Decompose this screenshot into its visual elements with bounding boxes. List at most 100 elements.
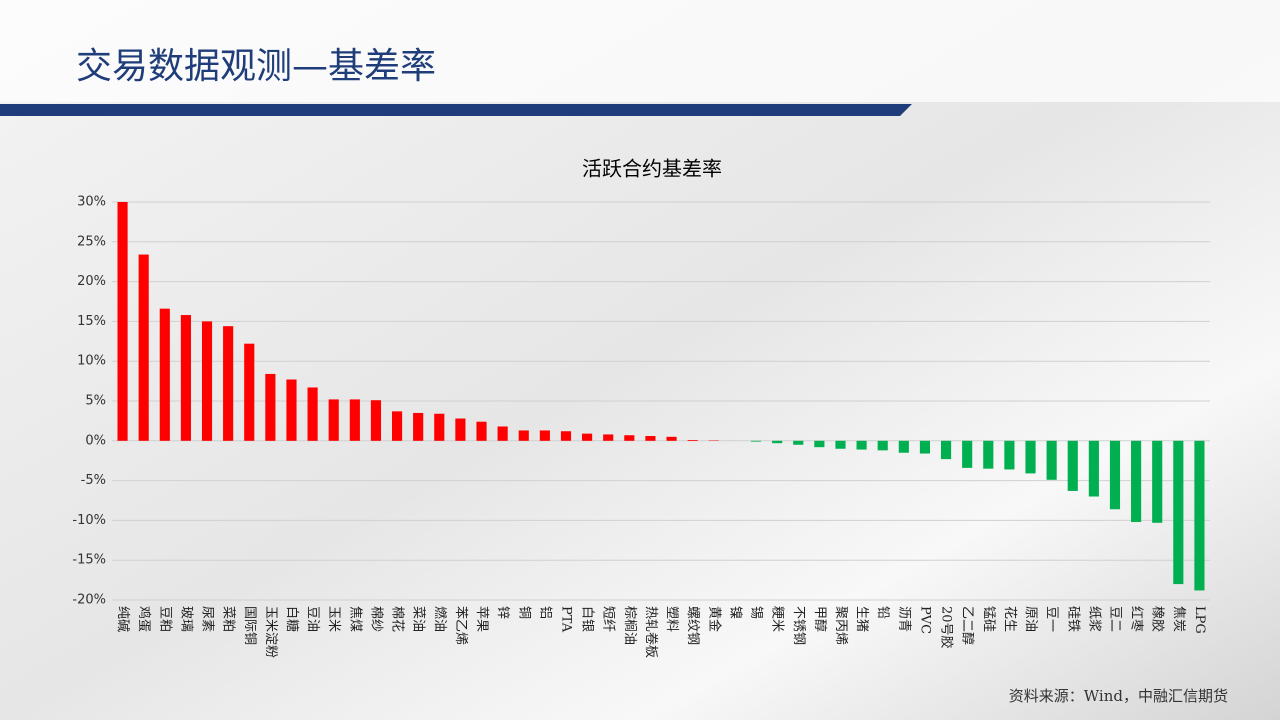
y-tick-label: 20% — [77, 274, 106, 289]
x-tick-label: 鸡蛋 — [136, 606, 152, 632]
bar — [983, 441, 993, 469]
x-tick-label: 红枣 — [1129, 606, 1145, 632]
bar — [1173, 441, 1183, 584]
x-tick-label: 豆粕 — [157, 606, 172, 632]
bar — [476, 422, 486, 441]
bar — [392, 411, 402, 440]
bar — [857, 441, 867, 450]
x-tick-label: 短纤 — [601, 606, 616, 632]
bar — [814, 441, 824, 447]
x-tick-label: 硅铁 — [1065, 606, 1080, 632]
bar — [1131, 441, 1141, 522]
x-tick-label: 纸浆 — [1086, 606, 1101, 632]
bar — [920, 441, 930, 454]
bar — [434, 414, 444, 441]
bar — [1152, 441, 1162, 523]
bar — [582, 434, 592, 441]
y-tick-label: -5% — [81, 473, 106, 488]
x-tick-label: 橡胶 — [1150, 606, 1166, 632]
bar — [751, 441, 761, 442]
bar — [1025, 441, 1035, 474]
y-tick-label: -10% — [72, 513, 106, 528]
bar — [286, 380, 296, 441]
y-tick-label: 10% — [77, 354, 106, 369]
y-tick-label: 15% — [77, 314, 106, 329]
x-tick-label: 棉纱 — [368, 606, 383, 632]
bar — [413, 413, 423, 441]
x-tick-label: 热轧卷板 — [643, 606, 659, 658]
bar — [962, 441, 972, 468]
bar — [540, 430, 550, 440]
x-tick-label: 焦炭 — [1171, 606, 1186, 632]
bar — [223, 326, 233, 441]
x-tick-label: 纯碱 — [115, 606, 130, 632]
x-tick-label: PVC — [917, 606, 932, 634]
x-tick-label: 白银 — [580, 606, 596, 632]
bar — [1089, 441, 1099, 497]
x-tick-label: LPG — [1192, 606, 1207, 634]
x-tick-label: 锌 — [495, 606, 510, 619]
bar — [645, 436, 655, 441]
bar — [1110, 441, 1120, 509]
x-tick-label: 焦煤 — [347, 606, 362, 632]
x-tick-label: 铝 — [537, 606, 552, 619]
x-tick-label: 苯乙烯 — [453, 606, 468, 645]
x-tick-label: 玻璃 — [178, 606, 193, 632]
bar — [624, 435, 634, 441]
bar — [793, 441, 803, 445]
bar — [666, 437, 676, 441]
x-tick-label: 玉米淀粉 — [263, 606, 278, 658]
x-tick-label: 沥青 — [896, 606, 911, 632]
x-tick-label: 豆一 — [1044, 606, 1059, 632]
bar — [603, 434, 613, 440]
x-tick-label: 锡 — [749, 606, 764, 619]
x-tick-label: 镍 — [727, 606, 742, 619]
x-tick-label: 尿素 — [200, 606, 215, 632]
x-tick-label: 锰硅 — [981, 606, 996, 632]
x-tick-label: 铜 — [516, 606, 531, 619]
x-tick-label: 生猪 — [854, 606, 869, 632]
bar — [244, 344, 254, 441]
slide-title: 交易数据观测—基差率 — [76, 46, 436, 87]
bar — [1068, 441, 1078, 491]
x-tick-label: 聚丙烯 — [833, 606, 848, 645]
bar — [308, 387, 318, 440]
bar — [941, 441, 951, 459]
x-tick-label: 燃油 — [432, 606, 448, 632]
bar — [899, 441, 909, 453]
bar — [455, 419, 465, 441]
x-tick-label: 菜油 — [411, 606, 426, 632]
x-tick-label: 甲醇 — [812, 606, 828, 632]
bar — [139, 255, 149, 441]
y-tick-label: 0% — [85, 433, 106, 448]
bar — [1004, 441, 1014, 470]
x-tick-label: 国际铜 — [242, 606, 257, 645]
y-tick-label: -15% — [72, 553, 106, 568]
bar — [160, 309, 170, 441]
chart-title: 活跃合约基差率 — [582, 157, 722, 181]
bar — [350, 399, 360, 440]
x-tick-label: 铅 — [875, 606, 890, 619]
bar — [835, 441, 845, 449]
bar — [1194, 441, 1204, 591]
bar — [519, 430, 529, 440]
header-rule — [0, 104, 912, 116]
y-tick-label: 25% — [77, 234, 106, 249]
bar — [498, 426, 508, 440]
x-tick-label: 花生 — [1002, 606, 1018, 632]
x-tick-label: 棉花 — [390, 606, 406, 632]
x-tick-label: 白糖 — [284, 606, 300, 632]
x-tick-label: 塑料 — [664, 606, 679, 632]
y-tick-label: 5% — [85, 394, 106, 409]
x-tick-label: 玉米 — [326, 606, 341, 632]
x-tick-label: 原油 — [1023, 606, 1038, 632]
bar — [1047, 441, 1057, 480]
x-tick-label: 苹果 — [474, 606, 489, 632]
x-tick-label: 20号胶 — [939, 606, 955, 649]
x-tick-label: 黄金 — [706, 606, 722, 632]
y-tick-label: -20% — [72, 593, 106, 608]
x-tick-label: 螺纹钢 — [685, 606, 700, 645]
bar — [265, 374, 275, 441]
x-tick-label: 棕榈油 — [622, 606, 637, 645]
